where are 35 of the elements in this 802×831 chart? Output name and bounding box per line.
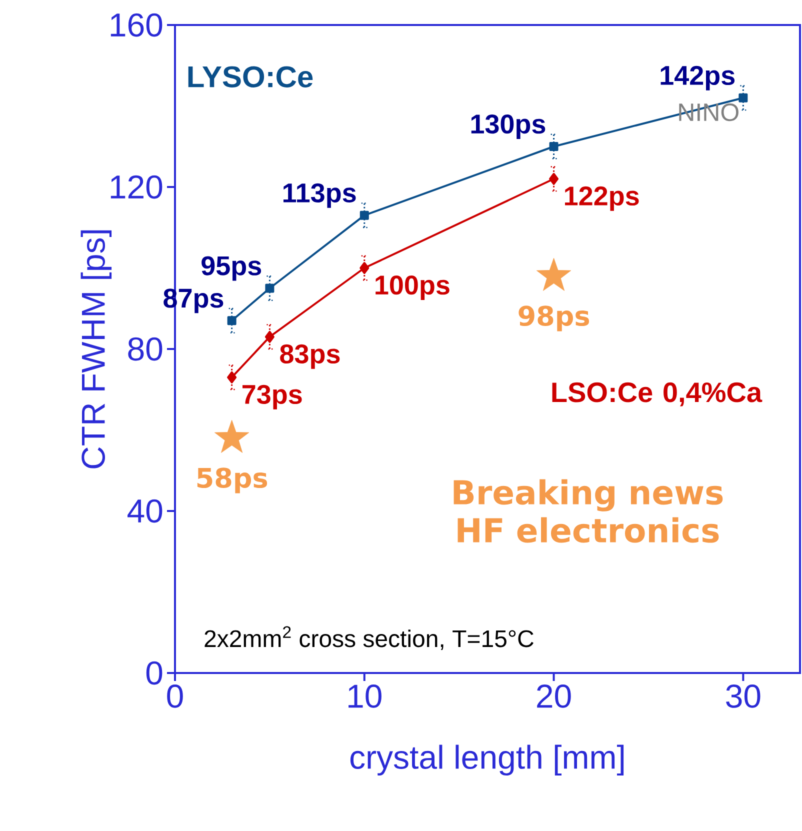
data-label: 73ps	[242, 384, 302, 410]
point	[227, 371, 237, 384]
point	[265, 284, 274, 293]
x-axis-title: crystal length [mm]	[350, 744, 624, 776]
text: LYSO:Ce	[188, 66, 313, 88]
y-tick-label: 40	[128, 499, 162, 523]
data-label: 113ps	[283, 183, 356, 208]
y-tick-label: 120	[110, 175, 162, 199]
x-tick-label: 0	[167, 684, 183, 708]
data-label: 142ps	[660, 66, 735, 90]
y-tick-label: 80	[128, 337, 162, 361]
annotation: NINO	[679, 103, 738, 122]
point	[360, 210, 369, 220]
point	[264, 330, 274, 343]
data-label: 95ps	[202, 256, 262, 281]
point	[549, 142, 558, 151]
data-label: 83ps	[280, 344, 340, 369]
x-tick-label: 10	[348, 684, 382, 708]
data-label: 130ps	[471, 114, 546, 139]
point	[738, 93, 748, 102]
text: Breaking news HF electronics	[454, 479, 723, 543]
point	[227, 316, 236, 326]
point	[549, 172, 559, 185]
data-label: 58ps	[197, 468, 268, 494]
y-tick-label: 0	[146, 661, 162, 685]
annotation: 2x2mm$^{2}$ cross section, T=15°C	[204, 626, 534, 650]
x-tick-label: 30	[726, 684, 760, 708]
y-axis-title: CTR FWHM [ps]	[80, 230, 112, 468]
data-label: 122ps	[565, 186, 639, 211]
x-tick-label: 20	[537, 684, 571, 708]
data-label: 100ps	[376, 276, 450, 300]
point	[360, 262, 370, 274]
y-tick-label: 160	[110, 13, 162, 37]
text: LSO:Ce 0,4%Ca	[552, 382, 762, 406]
data-label: 98ps	[518, 306, 590, 332]
